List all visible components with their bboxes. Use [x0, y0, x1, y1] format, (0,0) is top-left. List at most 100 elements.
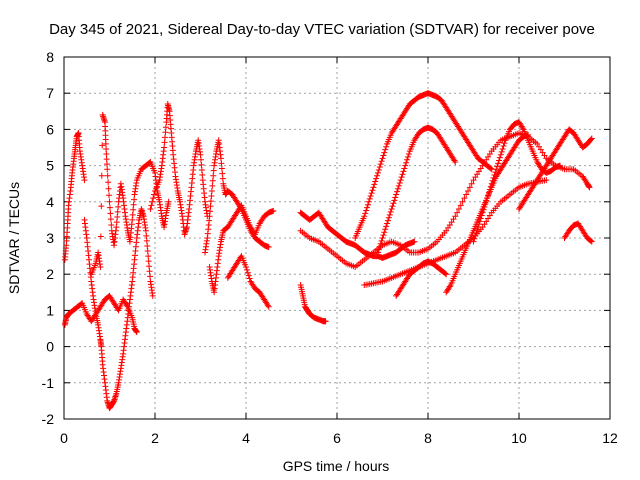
data-point [556, 162, 563, 169]
series-s15 [393, 258, 450, 299]
data-point [108, 221, 115, 228]
data-point [479, 209, 486, 216]
y-tick-label: -2 [42, 411, 55, 427]
data-point [382, 146, 389, 153]
series-s3 [81, 206, 156, 412]
data-point [106, 204, 113, 211]
data-point [394, 188, 401, 195]
data-point [478, 212, 485, 219]
data-point [162, 124, 169, 131]
data-point [198, 161, 205, 168]
data-point [588, 135, 595, 142]
data-point [129, 211, 136, 218]
data-point [480, 206, 487, 213]
data-point [492, 169, 499, 176]
data-point [374, 172, 381, 179]
data-point [452, 213, 459, 220]
data-point [405, 151, 412, 158]
data-point [497, 151, 504, 158]
data-point [129, 216, 136, 223]
data-point [387, 208, 394, 215]
data-point [208, 193, 215, 200]
y-tick-label: 2 [46, 266, 54, 282]
x-tick-label: 10 [511, 430, 527, 446]
data-point [490, 174, 497, 181]
data-point [210, 167, 217, 174]
series-s12 [352, 90, 495, 241]
data-point [161, 139, 168, 146]
series-s4 [88, 111, 172, 278]
data-point [383, 143, 390, 150]
data-point [402, 162, 409, 169]
series-s17 [470, 119, 563, 245]
data-point [114, 214, 121, 221]
data-point [401, 165, 408, 172]
data-point [113, 219, 120, 226]
data-point [392, 194, 399, 201]
data-point [489, 177, 496, 184]
data-point [388, 206, 395, 213]
data-point [485, 192, 492, 199]
data-point [390, 200, 397, 207]
data-point [98, 172, 105, 179]
series-s9 [297, 282, 329, 325]
series-s18 [516, 126, 595, 213]
data-point [379, 235, 386, 241]
data-point [496, 154, 503, 161]
series-s8 [224, 253, 272, 310]
data-point [105, 185, 112, 192]
data-point [361, 213, 368, 220]
data-point [105, 179, 112, 186]
y-tick-label: 6 [46, 121, 54, 137]
data-point [477, 215, 484, 222]
data-point [144, 248, 151, 255]
data-point [399, 171, 406, 178]
data-point [367, 193, 374, 200]
data-point [411, 238, 418, 245]
data-point [143, 232, 150, 239]
data-point [197, 151, 204, 158]
data-point [488, 180, 495, 187]
data-point [244, 269, 251, 276]
data-point [374, 169, 381, 176]
data-point [442, 270, 449, 277]
data-point [376, 243, 383, 250]
data-point [107, 210, 114, 217]
data-point [146, 268, 153, 275]
data-point [142, 227, 149, 234]
data-point [495, 160, 502, 167]
data-point [270, 207, 277, 214]
data-point [246, 275, 253, 282]
data-point [482, 200, 489, 207]
data-point [130, 201, 137, 208]
data-point [468, 180, 475, 187]
data-point [161, 144, 168, 151]
data-point [475, 221, 482, 228]
data-point [378, 237, 385, 244]
y-tick-label: -1 [42, 375, 55, 391]
data-point [210, 172, 217, 179]
data-point [473, 229, 480, 236]
data-point [384, 217, 391, 224]
data-point [98, 203, 105, 210]
data-point [472, 232, 479, 239]
data-point [102, 140, 109, 147]
data-point [457, 202, 464, 209]
data-point [149, 292, 156, 299]
data-point [394, 185, 401, 192]
data-point [103, 145, 110, 152]
data-point [151, 191, 158, 198]
data-point [377, 240, 384, 247]
data-point [588, 238, 595, 245]
data-point [199, 172, 206, 179]
data-point [264, 302, 271, 309]
data-point [374, 249, 381, 256]
data-point [474, 227, 481, 234]
data-point [115, 203, 122, 210]
data-point [145, 258, 152, 265]
data-point [103, 156, 110, 163]
data-point [454, 209, 461, 216]
data-point [146, 263, 153, 270]
data-point [383, 223, 390, 230]
